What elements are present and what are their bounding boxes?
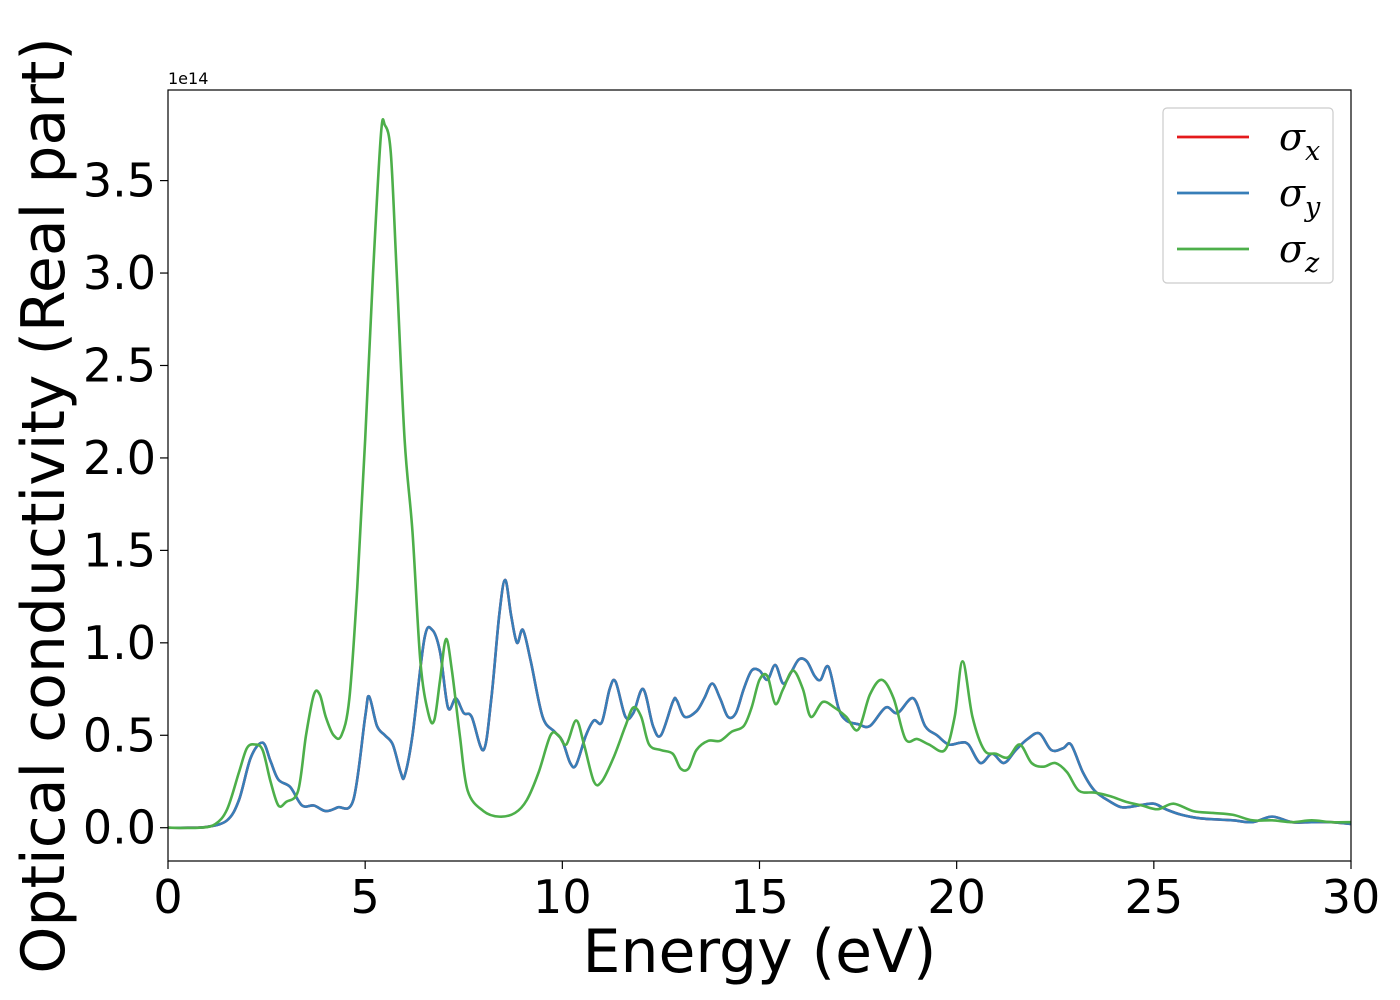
x-tick-label: 10 — [533, 870, 592, 924]
legend-label-base: σ — [1279, 227, 1306, 271]
legend-label-sigma-y: σy — [1279, 171, 1321, 223]
y-axis-ticks: 0.0 0.5 1.0 1.5 2.0 2.5 3.0 3.5 — [83, 154, 168, 855]
legend-label-sigma-x: σx — [1279, 115, 1320, 167]
series-line-sigma-y — [168, 578, 1351, 830]
x-tick-label: 5 — [351, 870, 380, 924]
legend-label-subscript: z — [1304, 248, 1320, 279]
legend-label-base: σ — [1279, 115, 1306, 159]
y-tick-label: 2.5 — [83, 338, 156, 392]
y-axis-title: Optical conductivity (Real part) — [9, 37, 79, 974]
series-layer — [168, 118, 1351, 830]
x-tick-label: 25 — [1125, 870, 1184, 924]
y-tick-label: 3.5 — [83, 154, 156, 208]
y-tick-label: 2.0 — [83, 431, 156, 485]
legend-label-sigma-z: σz — [1279, 227, 1320, 279]
x-tick-label: 0 — [153, 870, 182, 924]
legend-label-subscript: x — [1305, 136, 1320, 167]
y-tick-label: 1.5 — [83, 523, 156, 577]
legend-label-base: σ — [1279, 171, 1306, 215]
x-axis-title: Energy (eV) — [583, 917, 937, 987]
x-tick-label: 20 — [927, 870, 986, 924]
y-tick-label: 0.5 — [83, 708, 156, 762]
legend-label-subscript: y — [1304, 192, 1321, 223]
legend-box — [1162, 107, 1334, 284]
y-axis-offset-label: 1e14 — [168, 69, 208, 88]
y-tick-label: 3.0 — [83, 246, 156, 300]
x-tick-label: 30 — [1322, 870, 1381, 924]
x-tick-label: 15 — [730, 870, 789, 924]
series-line-sigma-x — [168, 578, 1351, 830]
y-tick-label: 0.0 — [83, 801, 156, 855]
series-line-sigma-z — [168, 118, 1351, 830]
x-axis-ticks: 0 5 10 15 20 25 30 — [153, 861, 1380, 924]
y-tick-label: 1.0 — [83, 616, 156, 670]
